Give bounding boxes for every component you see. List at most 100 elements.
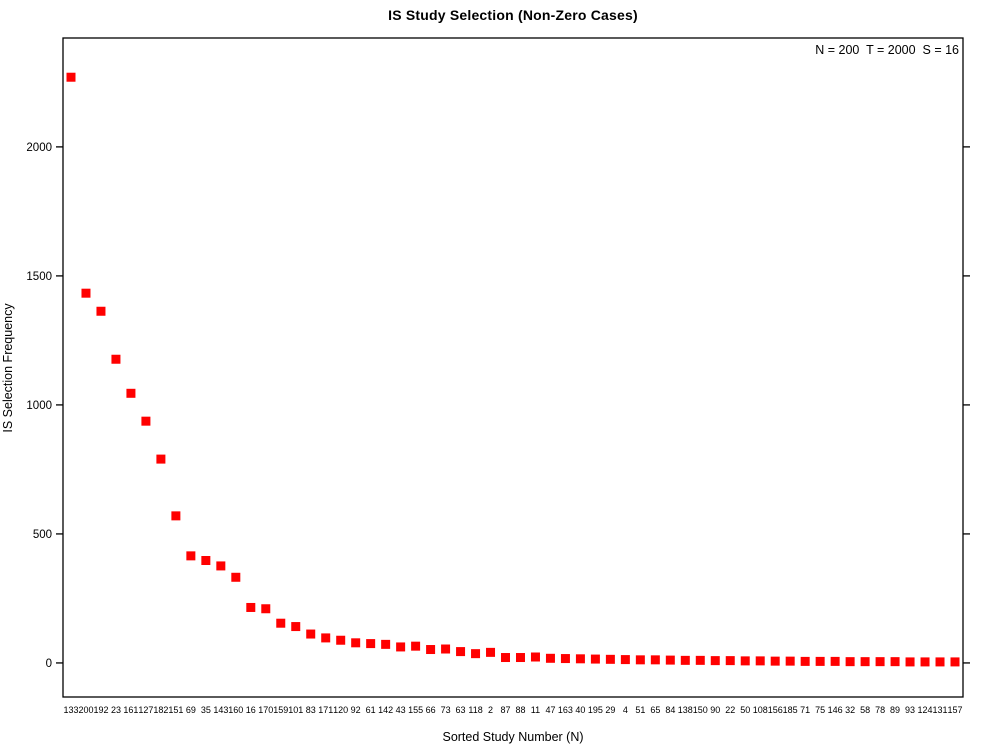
x-tick-label: 124 (918, 705, 933, 715)
data-point (635, 655, 645, 665)
data-point (575, 654, 585, 664)
x-tick-label: 65 (650, 705, 660, 715)
data-point (785, 656, 795, 666)
data-point (650, 655, 660, 665)
parameters-annotation: N = 200 T = 2000 S = 16 (815, 43, 959, 57)
x-tick-label: 88 (515, 705, 525, 715)
data-point (381, 639, 391, 649)
data-point (426, 645, 436, 655)
x-tick-label: 161 (123, 705, 138, 715)
x-tick-label: 101 (288, 705, 303, 715)
x-tick-label: 2 (488, 705, 493, 715)
x-tick-label: 89 (890, 705, 900, 715)
data-point (276, 618, 286, 628)
data-point (156, 454, 166, 464)
data-point (186, 551, 196, 561)
y-axis-title: IS Selection Frequency (1, 303, 15, 433)
data-point (351, 638, 361, 648)
y-tick-label: 1000 (26, 400, 52, 412)
data-point (695, 655, 705, 665)
data-point (66, 72, 76, 82)
data-point (501, 653, 511, 663)
x-tick-label: 84 (665, 705, 675, 715)
data-point (96, 306, 106, 316)
x-tick-label: 138 (678, 705, 693, 715)
data-point (530, 652, 540, 662)
x-tick-label: 157 (947, 705, 962, 715)
data-point (665, 655, 675, 665)
data-point (141, 416, 151, 426)
x-tick-label: 155 (408, 705, 423, 715)
x-tick-label: 11 (531, 705, 540, 715)
data-point (545, 653, 555, 663)
data-point (740, 656, 750, 666)
data-point (680, 655, 690, 665)
x-tick-label: 47 (545, 705, 555, 715)
x-tick-label: 171 (318, 705, 333, 715)
x-tick-label: 40 (575, 705, 585, 715)
data-point (81, 288, 91, 298)
data-point (321, 633, 331, 643)
data-point (231, 572, 241, 582)
data-point (486, 647, 496, 657)
data-point (126, 388, 136, 398)
x-tick-label: 156 (768, 705, 783, 715)
data-point (246, 602, 256, 612)
data-point (366, 639, 376, 649)
data-point (845, 657, 855, 667)
x-tick-label: 78 (875, 705, 885, 715)
data-point (291, 622, 301, 632)
x-tick-label: 66 (426, 705, 436, 715)
data-point (815, 656, 825, 666)
data-point (411, 641, 421, 651)
x-tick-label: 87 (501, 705, 511, 715)
x-tick-label: 195 (588, 705, 603, 715)
data-point (755, 656, 765, 666)
x-tick-label: 108 (753, 705, 768, 715)
data-point (860, 657, 870, 667)
x-tick-label: 118 (468, 705, 482, 715)
x-tick-label: 58 (860, 705, 870, 715)
x-tick-label: 71 (800, 705, 810, 715)
x-tick-label: 182 (153, 705, 168, 715)
x-tick-label: 163 (558, 705, 573, 715)
x-tick-label: 200 (78, 705, 93, 715)
x-tick-label: 151 (168, 705, 183, 715)
data-point (441, 644, 451, 654)
data-point (830, 656, 840, 666)
x-tick-label: 120 (333, 705, 348, 715)
y-tick-label: 500 (33, 529, 52, 541)
x-tick-label: 146 (828, 705, 843, 715)
data-point (560, 654, 570, 664)
data-point (306, 629, 316, 639)
x-tick-label: 69 (186, 705, 196, 715)
x-tick-label: 29 (605, 705, 615, 715)
x-tick-label: 43 (396, 705, 406, 715)
x-tick-label: 150 (693, 705, 708, 715)
x-axis-title: Sorted Study Number (N) (442, 730, 584, 744)
x-tick-label: 63 (456, 705, 466, 715)
data-point (216, 561, 226, 571)
x-tick-label: 185 (783, 705, 798, 715)
x-tick-label: 142 (378, 705, 393, 715)
data-point (201, 556, 211, 566)
data-point (515, 653, 525, 663)
x-tick-label: 92 (351, 705, 361, 715)
x-tick-label: 50 (740, 705, 750, 715)
x-tick-label: 75 (815, 705, 825, 715)
x-tick-label: 143 (213, 705, 228, 715)
x-tick-label: 93 (905, 705, 915, 715)
x-tick-label: 159 (273, 705, 288, 715)
data-point (800, 656, 810, 666)
x-tick-label: 73 (441, 705, 451, 715)
data-point (950, 657, 960, 667)
x-tick-label: 23 (111, 705, 121, 715)
data-point (905, 657, 915, 667)
data-point (770, 656, 780, 666)
data-point (875, 657, 885, 667)
data-point (336, 635, 346, 645)
data-point (710, 656, 720, 666)
data-point (471, 649, 481, 659)
